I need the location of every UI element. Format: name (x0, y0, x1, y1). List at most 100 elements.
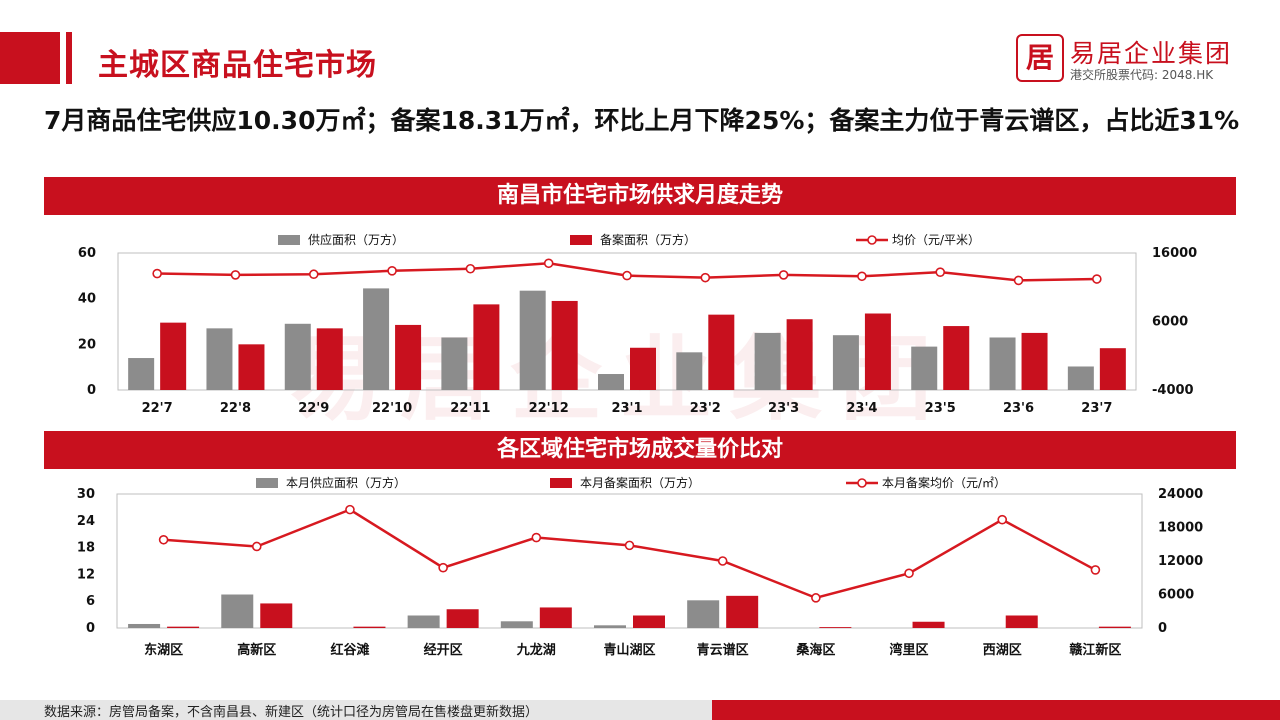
x-category-label: 经开区 (424, 642, 463, 658)
y-left-tick-label: 20 (78, 337, 96, 352)
bar-supply (676, 352, 703, 390)
x-category-label: 22'9 (298, 401, 329, 416)
bar-supply (128, 623, 161, 628)
logo-company-name: 易居企业集团 (1070, 39, 1233, 68)
page-title: 主城区商品住宅市场 (98, 48, 377, 83)
x-category-label: 青云谱区 (697, 642, 749, 658)
price-point (387, 266, 397, 276)
y-right-tick-label: 12000 (1158, 554, 1203, 569)
bar-filed (864, 313, 891, 390)
price-point (1090, 565, 1101, 575)
bar-filed (819, 627, 852, 628)
x-category-label: 青山湖区 (603, 642, 655, 658)
x-category-label: 23'6 (1003, 401, 1034, 416)
bar-filed (633, 615, 665, 628)
bar-filed (1005, 615, 1038, 628)
bar-supply (989, 337, 1016, 390)
bar-supply (284, 323, 311, 390)
bar-supply (500, 621, 533, 628)
legend-filed-swatch (550, 478, 572, 488)
y-right-tick-label: 0 (1158, 621, 1167, 636)
bar-filed (260, 603, 293, 628)
legend-label: 本月供应面积（万方） (286, 475, 406, 490)
bar-filed (1021, 332, 1048, 390)
price-point (904, 568, 914, 579)
x-category-label: 23'7 (1081, 401, 1112, 416)
y-right-tick-label: -4000 (1152, 383, 1194, 398)
bar-filed (473, 304, 500, 390)
legend-price-marker (857, 478, 867, 488)
y-right-tick-label: 6000 (1152, 315, 1188, 330)
bar-supply (594, 625, 626, 628)
y-left-tick-label: 30 (77, 487, 95, 502)
x-category-label: 22'11 (450, 401, 490, 416)
price-point (152, 268, 162, 279)
price-line (163, 508, 1097, 600)
bar-filed (1099, 348, 1126, 390)
bar-filed (708, 314, 735, 390)
x-category-label: 赣江新区 (1069, 642, 1121, 658)
price-point (1013, 275, 1024, 286)
district-compare-chart: 0 6 12 18 24 30 0 6000 12000 18000 24000 东湖区 高新区 红谷滩 经… (77, 475, 1203, 658)
section-title-monthly-trend: 南昌市住宅市场供求月度走势 (44, 177, 1236, 215)
x-category-label: 红谷滩 (330, 642, 369, 658)
bar-filed (539, 607, 572, 628)
price-point (438, 562, 448, 573)
x-category-label: 22'10 (372, 401, 412, 416)
y-right-tick-label: 6000 (1158, 588, 1194, 603)
legend-filed-swatch (570, 235, 592, 245)
x-category-label: 湾里区 (890, 642, 929, 658)
y-right-tick-label: 16000 (1152, 246, 1197, 261)
bar-supply (363, 288, 390, 390)
x-category-label: 九龙湖 (516, 642, 556, 658)
bar-filed (786, 319, 813, 390)
monthly-trend-chart: 0 20 40 60 -4000 6000 16000 22'7 22'8 22'9 22'10 22… (78, 232, 1197, 416)
header-accent-stripe (66, 32, 72, 84)
bar-supply (519, 290, 546, 390)
price-point (997, 514, 1008, 525)
price-point (543, 258, 554, 269)
price-point (158, 534, 169, 545)
section-title-district-compare: 各区域住宅市场成交量价比对 (44, 431, 1236, 469)
price-point (624, 540, 635, 551)
logo-seal-icon: 居 (1016, 34, 1064, 82)
legend-label: 供应面积（万方） (308, 232, 404, 247)
price-point (465, 263, 476, 274)
x-category-label: 23'3 (768, 401, 799, 416)
price-point (1092, 274, 1102, 284)
x-category-label: 22'7 (142, 401, 173, 416)
price-point (935, 267, 946, 277)
legend-label: 备案面积（万方） (600, 232, 696, 247)
legend-label: 本月备案面积（万方） (580, 475, 700, 490)
price-point (857, 271, 867, 282)
x-category-label: 东湖区 (144, 642, 183, 658)
price-point (251, 541, 262, 552)
bar-filed (167, 626, 200, 628)
price-point (308, 269, 319, 280)
bar-filed (726, 595, 759, 628)
bar-filed (238, 344, 265, 390)
x-category-label: 23'4 (846, 401, 877, 416)
price-point (622, 270, 632, 281)
bar-filed (160, 322, 187, 390)
price-point (811, 593, 821, 603)
legend-label: 均价（元/平米） (892, 233, 980, 247)
bar-filed (943, 326, 970, 390)
bar-supply (128, 358, 155, 390)
price-point (717, 556, 728, 566)
company-logo: 居 易居企业集团 港交所股票代码: 2048.HK (1016, 34, 1266, 84)
bar-supply (1067, 366, 1094, 390)
price-point (700, 272, 711, 283)
bar-supply (206, 328, 233, 390)
y-left-tick-label: 6 (86, 594, 95, 609)
y-left-tick-label: 40 (78, 292, 96, 307)
x-category-label: 桑海区 (795, 642, 835, 658)
legend-price-marker (867, 235, 877, 245)
price-point (531, 532, 542, 543)
bar-supply (407, 615, 440, 628)
legend-supply-swatch (256, 478, 278, 488)
price-point (230, 270, 241, 280)
bar-filed (353, 626, 386, 628)
x-category-label: 23'2 (690, 401, 721, 416)
bar-filed (316, 328, 343, 390)
